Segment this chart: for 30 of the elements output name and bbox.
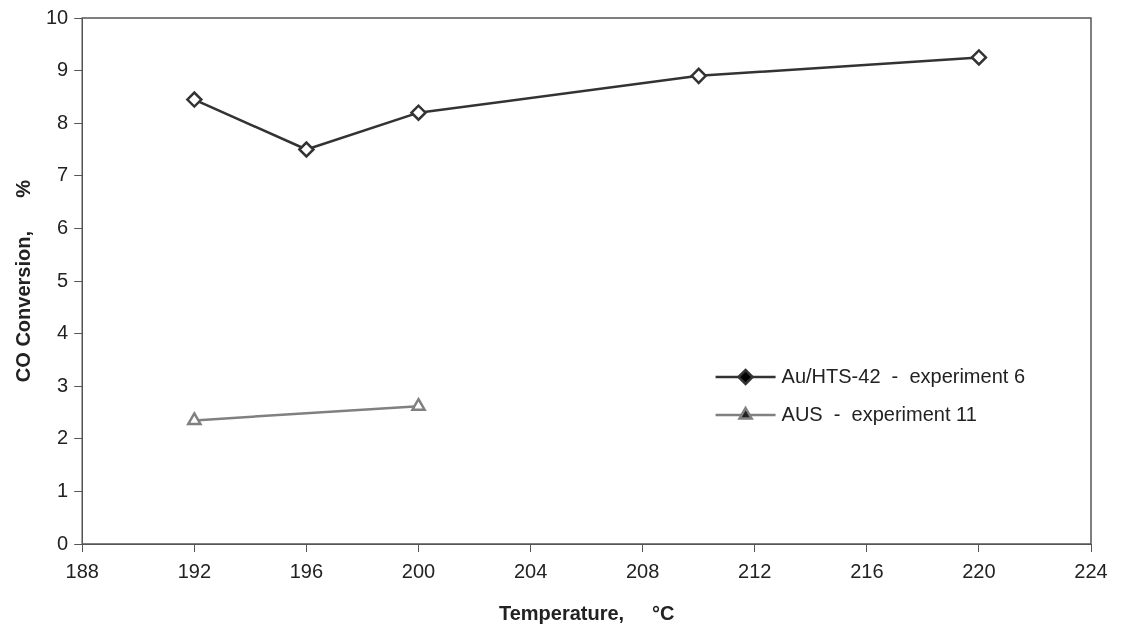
x-tick-label: 216 <box>850 559 884 582</box>
point <box>970 49 988 66</box>
y-tick-label: 7 <box>57 163 69 186</box>
legend-label: AUS - experiment 11 <box>781 402 977 425</box>
point <box>410 104 427 121</box>
y-tick-label: 10 <box>46 5 69 28</box>
y-tick-label: 6 <box>57 215 69 238</box>
y-tick-label: 3 <box>57 373 69 396</box>
point <box>186 91 203 108</box>
x-tick-label: 204 <box>513 559 548 582</box>
y-tick-label: 9 <box>57 58 69 81</box>
x-tick-label: 212 <box>738 559 772 582</box>
x-tick-label: 196 <box>289 559 324 582</box>
x-tick-label: 224 <box>1074 559 1108 582</box>
x-axis-title: Temperature, °C <box>498 601 675 624</box>
y-tick-label: 8 <box>57 110 69 133</box>
legend-label: Au/HTS-42 - experiment 6 <box>781 364 1026 387</box>
point <box>690 67 707 85</box>
y-axis-title: CO Conversion, % <box>11 179 34 383</box>
y-tick-label: 2 <box>57 426 69 449</box>
y-tick-label: 0 <box>57 531 69 554</box>
y-tick-label: 4 <box>57 321 69 344</box>
x-tick-label: 192 <box>177 559 212 582</box>
y-tick-label: 5 <box>57 268 69 291</box>
y-tick-label: 1 <box>57 478 69 501</box>
x-tick-label: 200 <box>401 559 436 582</box>
x-tick-label: 220 <box>962 559 996 582</box>
point <box>298 141 315 158</box>
x-tick-label: 188 <box>65 559 99 582</box>
x-tick-label: 208 <box>625 559 660 582</box>
